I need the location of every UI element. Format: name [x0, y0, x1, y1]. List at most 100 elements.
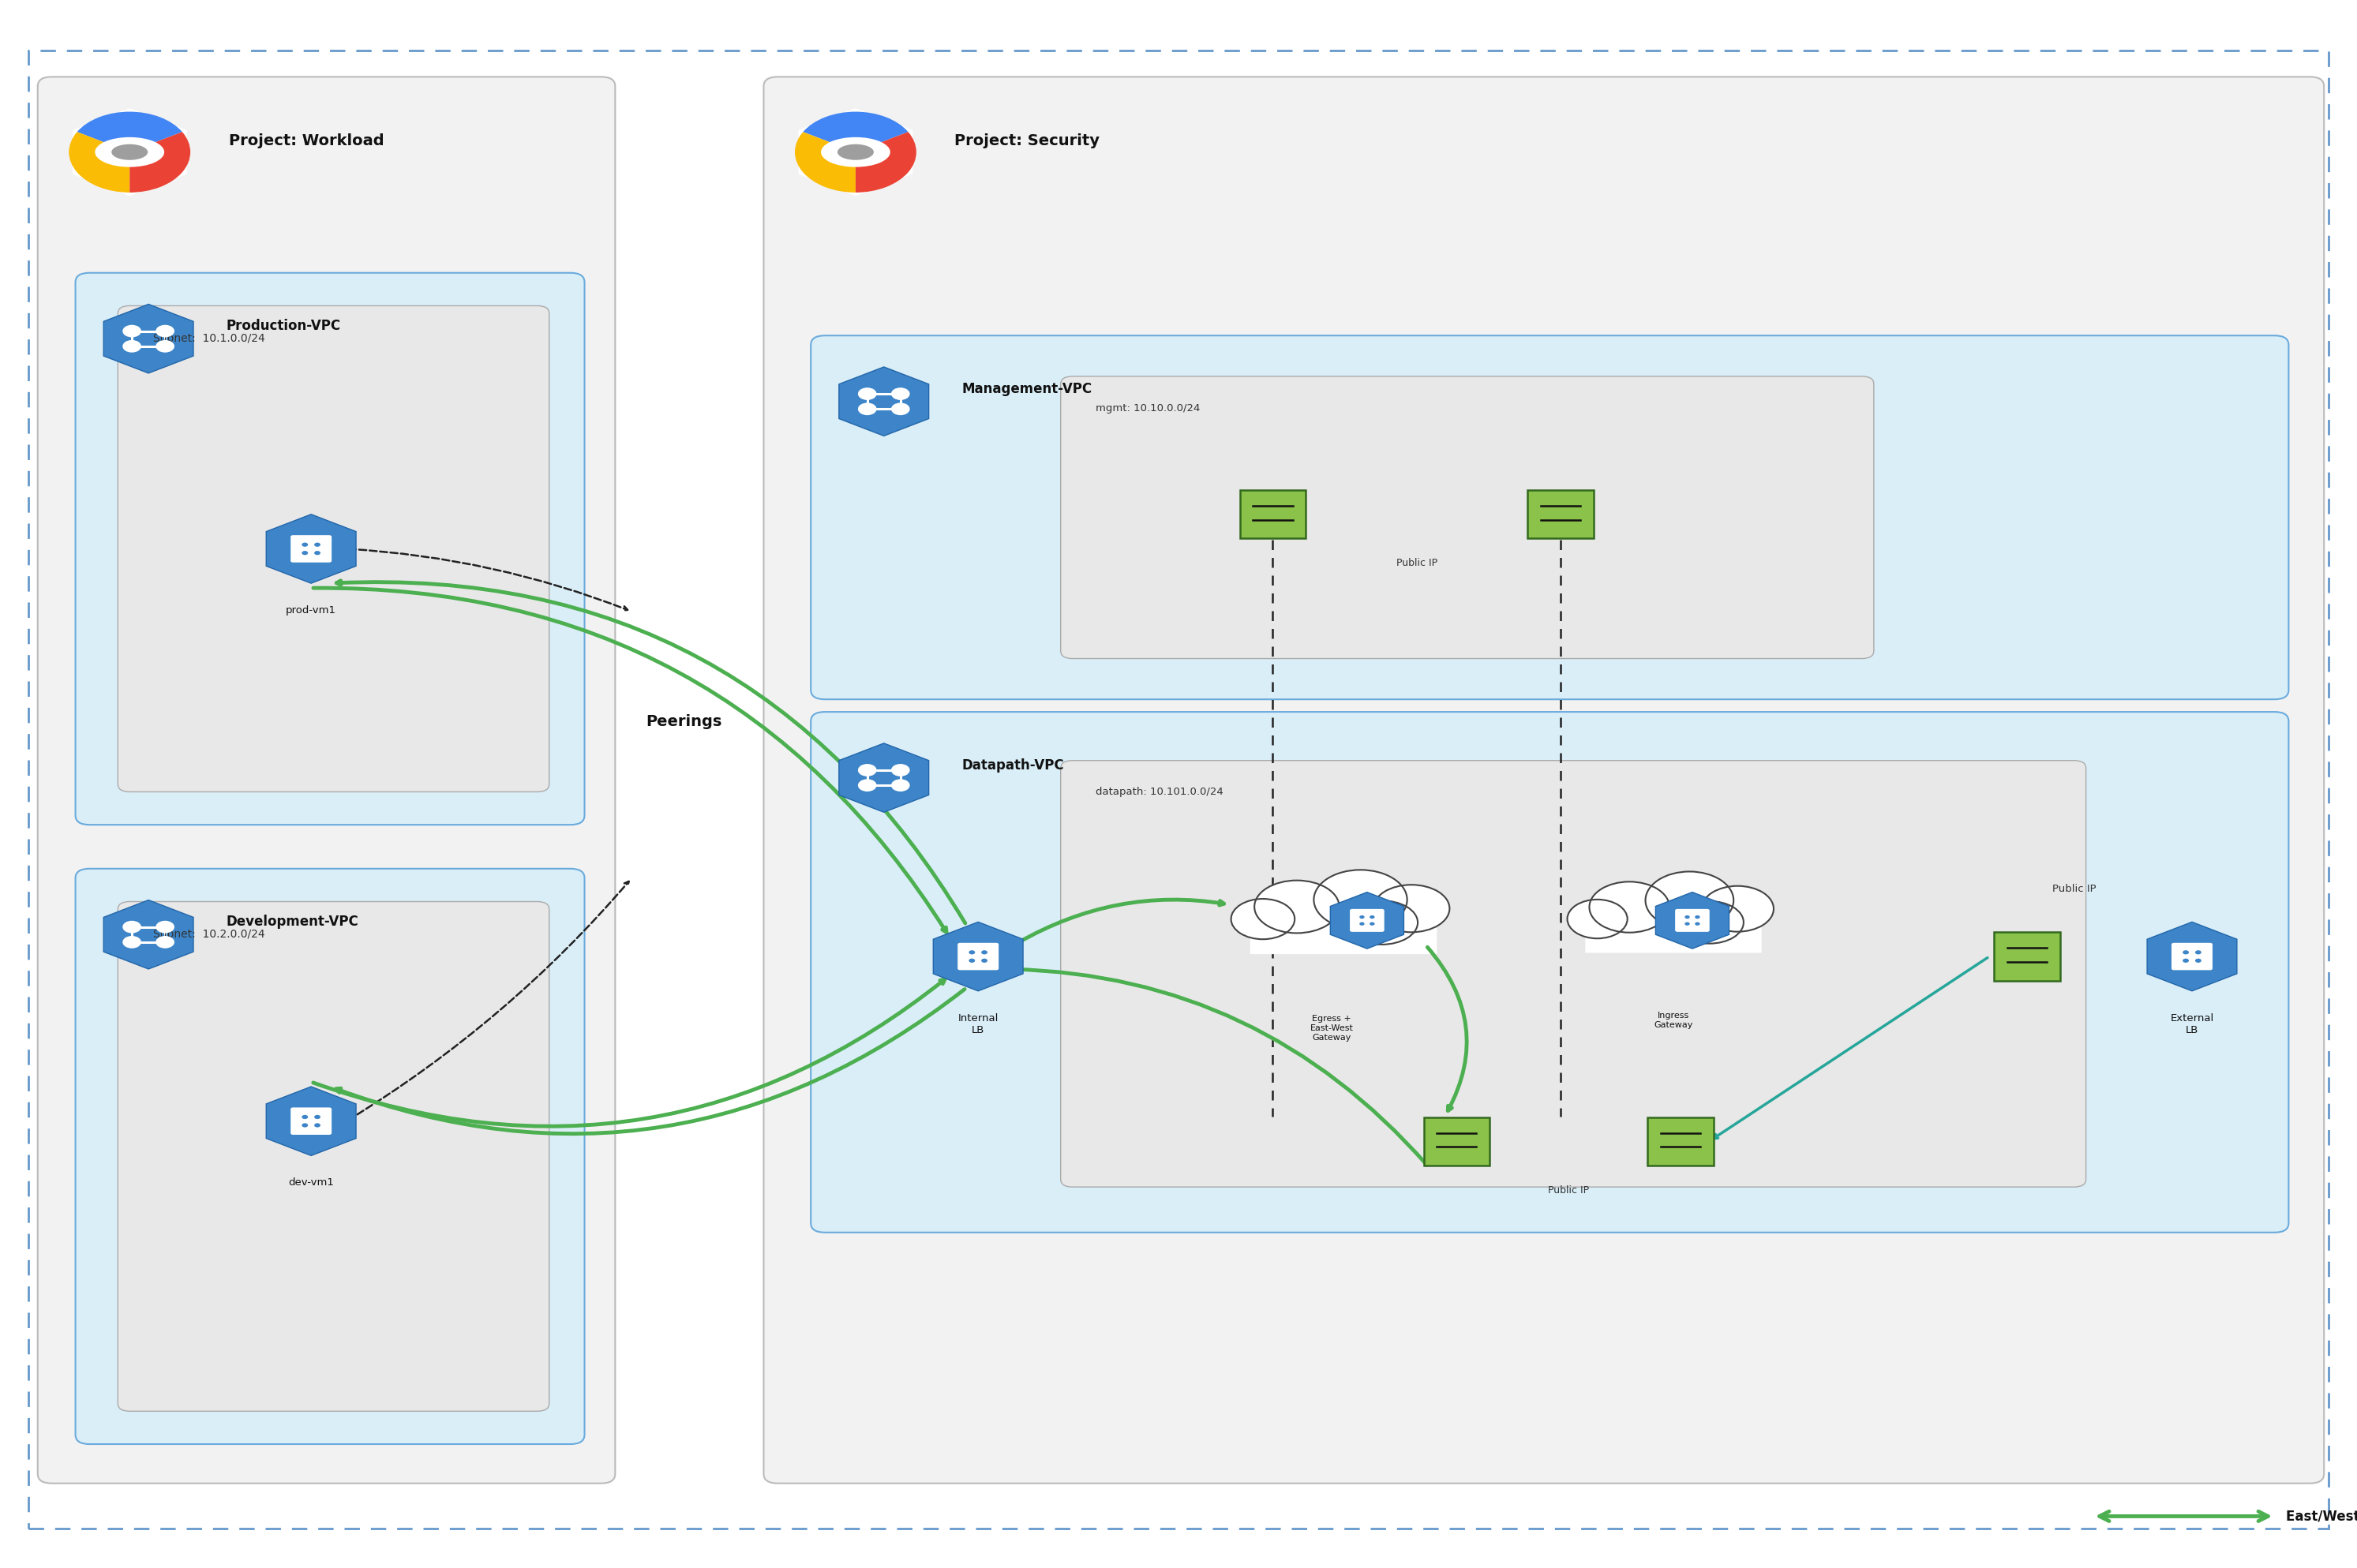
Circle shape — [313, 550, 321, 555]
Text: External
LB: External LB — [2171, 1013, 2213, 1035]
Text: Project: Workload: Project: Workload — [229, 133, 384, 149]
FancyBboxPatch shape — [1249, 924, 1438, 955]
FancyBboxPatch shape — [38, 77, 615, 1483]
FancyBboxPatch shape — [1676, 909, 1709, 931]
Circle shape — [2194, 958, 2201, 963]
Ellipse shape — [1567, 900, 1626, 938]
Circle shape — [302, 543, 309, 547]
Wedge shape — [794, 132, 856, 193]
Polygon shape — [799, 108, 912, 196]
Circle shape — [891, 779, 910, 792]
Wedge shape — [856, 132, 917, 193]
Circle shape — [1360, 922, 1365, 925]
Circle shape — [2183, 958, 2190, 963]
Ellipse shape — [1702, 886, 1775, 931]
Polygon shape — [266, 514, 356, 583]
Ellipse shape — [1313, 870, 1407, 930]
Circle shape — [858, 764, 877, 776]
Text: Public IP: Public IP — [2053, 884, 2095, 894]
Polygon shape — [266, 1087, 356, 1156]
FancyBboxPatch shape — [1424, 1118, 1490, 1165]
Ellipse shape — [820, 136, 891, 168]
Circle shape — [156, 920, 174, 933]
Text: East/West Traffic: East/West Traffic — [2286, 1508, 2357, 1524]
Circle shape — [891, 387, 910, 400]
Text: mgmt: 10.10.0.0/24: mgmt: 10.10.0.0/24 — [1096, 403, 1200, 414]
FancyBboxPatch shape — [1240, 491, 1306, 538]
Polygon shape — [104, 304, 193, 373]
Circle shape — [1369, 922, 1374, 925]
Circle shape — [156, 936, 174, 949]
Ellipse shape — [837, 144, 874, 160]
Text: Subnet:  10.1.0.0/24: Subnet: 10.1.0.0/24 — [153, 332, 264, 343]
Circle shape — [156, 340, 174, 353]
Circle shape — [313, 1123, 321, 1127]
Text: prod-vm1: prod-vm1 — [285, 605, 337, 616]
FancyBboxPatch shape — [1527, 491, 1593, 538]
FancyBboxPatch shape — [2171, 942, 2213, 971]
Circle shape — [313, 543, 321, 547]
Circle shape — [313, 1115, 321, 1120]
Text: Management-VPC: Management-VPC — [962, 381, 1091, 397]
FancyBboxPatch shape — [1061, 760, 2086, 1187]
Circle shape — [858, 403, 877, 416]
Ellipse shape — [1230, 898, 1294, 939]
Wedge shape — [68, 132, 130, 193]
Circle shape — [123, 936, 141, 949]
Text: Development-VPC: Development-VPC — [226, 914, 358, 930]
Circle shape — [123, 340, 141, 353]
Circle shape — [1695, 922, 1699, 925]
FancyBboxPatch shape — [75, 869, 585, 1444]
Text: Internal
LB: Internal LB — [957, 1013, 999, 1035]
Ellipse shape — [94, 136, 165, 168]
Polygon shape — [839, 743, 929, 812]
FancyBboxPatch shape — [118, 902, 549, 1411]
Text: dev-vm1: dev-vm1 — [288, 1178, 335, 1189]
Circle shape — [2194, 950, 2201, 955]
Ellipse shape — [1589, 881, 1669, 933]
Circle shape — [858, 779, 877, 792]
FancyBboxPatch shape — [1061, 376, 1874, 659]
Text: Public IP: Public IP — [1549, 1185, 1589, 1196]
Circle shape — [981, 950, 988, 955]
Polygon shape — [839, 367, 929, 436]
Wedge shape — [804, 111, 907, 152]
Text: Public IP: Public IP — [1395, 558, 1438, 569]
Text: Peerings: Peerings — [646, 713, 721, 729]
Circle shape — [156, 325, 174, 337]
FancyBboxPatch shape — [290, 535, 332, 563]
FancyBboxPatch shape — [290, 1107, 332, 1135]
Polygon shape — [104, 900, 193, 969]
Ellipse shape — [1676, 902, 1744, 944]
Circle shape — [1369, 916, 1374, 919]
Circle shape — [302, 1123, 309, 1127]
Circle shape — [1685, 916, 1690, 919]
Circle shape — [858, 387, 877, 400]
Ellipse shape — [1346, 900, 1417, 944]
Text: datapath: 10.101.0.0/24: datapath: 10.101.0.0/24 — [1096, 787, 1223, 798]
Wedge shape — [78, 111, 181, 152]
FancyBboxPatch shape — [1351, 909, 1384, 931]
Text: Project: Security: Project: Security — [955, 133, 1101, 149]
FancyBboxPatch shape — [118, 306, 549, 792]
Ellipse shape — [1645, 872, 1732, 930]
Circle shape — [1685, 922, 1690, 925]
FancyBboxPatch shape — [75, 273, 585, 825]
Text: Datapath-VPC: Datapath-VPC — [962, 757, 1063, 773]
Circle shape — [891, 764, 910, 776]
Text: Production-VPC: Production-VPC — [226, 318, 342, 334]
Polygon shape — [1329, 892, 1405, 949]
Circle shape — [123, 325, 141, 337]
Text: Subnet:  10.2.0.0/24: Subnet: 10.2.0.0/24 — [153, 928, 264, 939]
Ellipse shape — [1254, 880, 1339, 933]
Text: Egress +
East-West
Gateway: Egress + East-West Gateway — [1310, 1014, 1353, 1041]
FancyBboxPatch shape — [811, 712, 2289, 1232]
Circle shape — [969, 950, 976, 955]
FancyBboxPatch shape — [764, 77, 2324, 1483]
FancyBboxPatch shape — [811, 336, 2289, 699]
Text: Ingress
Gateway: Ingress Gateway — [1655, 1011, 1692, 1029]
Circle shape — [302, 550, 309, 555]
Ellipse shape — [111, 144, 148, 160]
Circle shape — [1695, 916, 1699, 919]
Ellipse shape — [1374, 884, 1450, 933]
